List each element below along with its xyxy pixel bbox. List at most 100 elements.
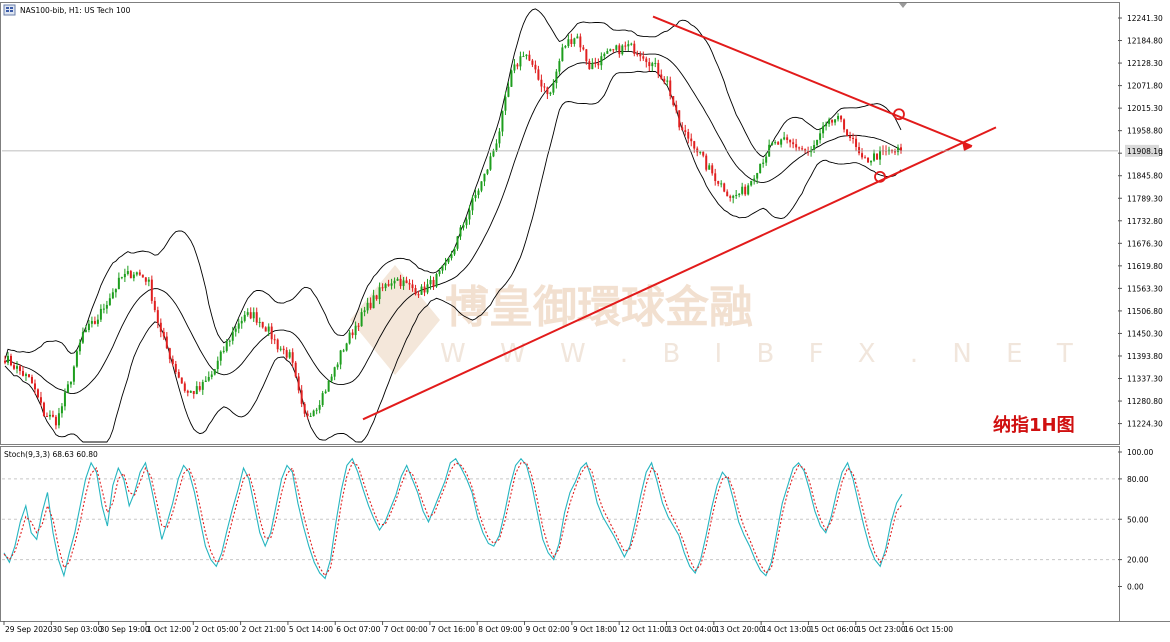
bollinger-upper <box>4 8 902 360</box>
candle-body <box>111 292 114 299</box>
price-tick-label: 11393.80 <box>1127 352 1163 361</box>
candle-body <box>102 308 105 310</box>
candle-body <box>648 62 651 67</box>
candle-body <box>306 413 309 416</box>
candle-body <box>702 151 705 156</box>
candle-body <box>342 350 345 352</box>
stoch-tick-label: 100.00 <box>1127 448 1153 457</box>
candle-body <box>789 139 792 143</box>
candle-body <box>132 274 135 279</box>
price-tick-label: 12071.80 <box>1127 82 1163 91</box>
candle-body <box>84 330 87 333</box>
candle-body <box>585 49 588 62</box>
candle-body <box>174 363 177 373</box>
candle-body <box>645 58 648 63</box>
current-price-badge <box>1125 144 1159 157</box>
time-tick-label: 12 Oct 11:00 <box>620 625 669 634</box>
candle-body <box>9 355 12 366</box>
candle-body <box>357 325 360 327</box>
candle-body <box>372 295 375 309</box>
candle-body <box>837 115 840 120</box>
candle-body <box>384 284 387 289</box>
watermark-url: W W W . B I B F X . N E T <box>440 339 1086 369</box>
candle-body <box>519 56 522 67</box>
candle-body <box>99 308 102 320</box>
candle-body <box>288 352 291 358</box>
candle-body <box>807 151 810 153</box>
time-tick-label: 15 Oct 23:00 <box>857 625 906 634</box>
candle-body <box>639 54 642 57</box>
stochastic-lines <box>2 457 1118 580</box>
candle-body <box>843 119 846 130</box>
candle-body <box>822 126 825 134</box>
time-tick-label: 16 Oct 15:00 <box>904 625 953 634</box>
candle-body <box>300 390 303 404</box>
candle-body <box>63 392 66 407</box>
candle-body <box>669 80 672 97</box>
candle-body <box>345 343 348 351</box>
candle-body <box>666 80 669 82</box>
candle-body <box>255 312 258 323</box>
candle-body <box>237 323 240 329</box>
time-tick-label: 9 Oct 18:00 <box>573 625 617 634</box>
descending-resistance-line[interactable] <box>652 15 973 148</box>
trendline-arrowhead <box>962 141 972 151</box>
candle-body <box>699 151 702 153</box>
candle-body <box>507 86 510 97</box>
candle-body <box>546 87 549 95</box>
candle-body <box>327 380 330 392</box>
candle-body <box>423 286 426 293</box>
candle-body <box>447 258 450 263</box>
candle-body <box>369 302 372 309</box>
candle-body <box>354 325 357 336</box>
price-tick-label: 11789.30 <box>1127 194 1163 203</box>
candle-body <box>366 302 369 311</box>
time-tick-label: 30 Sep 03:00 <box>52 625 102 634</box>
price-tick-label: 11958.80 <box>1127 127 1163 136</box>
candle-body <box>198 386 201 390</box>
window-menu-icon[interactable] <box>3 4 16 16</box>
candle-body <box>156 310 159 323</box>
candle-body <box>330 376 333 381</box>
resistance-touch-marker <box>893 108 905 121</box>
candle-body <box>120 277 123 279</box>
candle-body <box>492 150 495 157</box>
candle-body <box>723 183 726 192</box>
candle-body <box>693 141 696 149</box>
candle-body <box>831 119 834 123</box>
candle-body <box>765 156 768 163</box>
candle-body <box>477 190 480 195</box>
time-tick-label: 13 Oct 04:00 <box>667 625 716 634</box>
candle-body <box>537 69 540 80</box>
time-tick-label: 1 Oct 12:00 <box>147 625 191 634</box>
price-tick-label: 11732.80 <box>1127 217 1163 226</box>
candle-body <box>312 410 315 416</box>
candle-body <box>246 312 249 315</box>
candle-body <box>138 272 141 275</box>
candle-body <box>78 342 81 352</box>
candle-body <box>450 254 453 259</box>
candle-body <box>417 294 420 296</box>
candle-body <box>597 63 600 66</box>
candle-body <box>615 45 618 50</box>
candle-body <box>336 364 339 368</box>
candle-body <box>453 248 456 255</box>
candle-body <box>12 365 15 369</box>
watermark-logo <box>350 265 440 375</box>
candle-body <box>573 38 576 44</box>
candle-body <box>240 320 243 324</box>
candle-body <box>228 340 231 342</box>
candle-body <box>234 328 237 332</box>
candle-body <box>333 367 336 377</box>
ascending-support-line[interactable] <box>362 126 997 421</box>
candle-body <box>873 153 876 161</box>
scroll-marker-icon[interactable] <box>899 3 907 8</box>
price-tick-label: 12184.80 <box>1127 37 1163 46</box>
axes: 12241.30 12184.80 12128.30 12071.80 12015.30… <box>2 14 1163 634</box>
candle-body <box>123 273 126 278</box>
bollinger-lower <box>4 70 902 443</box>
candle-body <box>213 369 216 375</box>
candle-body <box>54 416 57 426</box>
candle-body <box>462 225 465 228</box>
